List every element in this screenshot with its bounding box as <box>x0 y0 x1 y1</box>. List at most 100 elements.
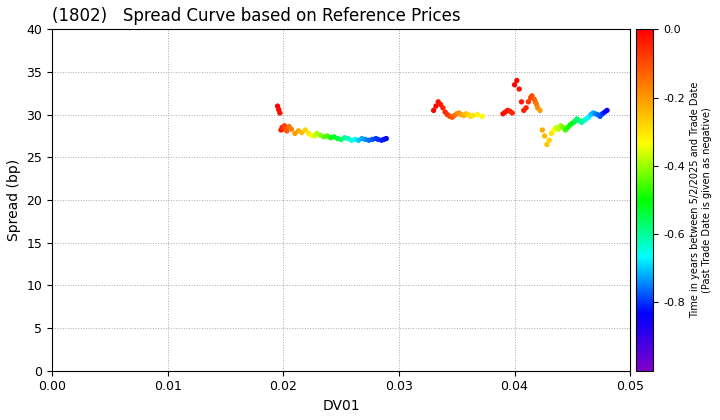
Point <box>467 112 479 119</box>
Point <box>544 137 555 144</box>
Point <box>576 119 588 126</box>
Point <box>534 107 546 114</box>
Point <box>437 105 449 111</box>
Point <box>339 134 351 141</box>
Point <box>546 130 557 137</box>
Point <box>284 123 295 130</box>
Point <box>311 130 323 137</box>
Point <box>332 135 343 142</box>
Point <box>315 132 326 139</box>
Point <box>292 128 304 134</box>
Point <box>430 103 441 110</box>
Point <box>271 103 283 110</box>
Point <box>360 136 372 143</box>
Point <box>366 136 378 143</box>
Point <box>557 124 569 131</box>
Point <box>435 101 446 108</box>
Point <box>548 127 559 134</box>
Point <box>500 109 511 116</box>
Point <box>574 117 585 124</box>
Point <box>597 110 608 117</box>
Point <box>571 116 582 122</box>
Point <box>376 137 387 144</box>
Point <box>502 107 513 114</box>
Point <box>509 81 521 88</box>
Point <box>458 112 469 119</box>
Point <box>444 113 456 120</box>
Point <box>504 108 516 115</box>
Point <box>328 134 340 140</box>
Point <box>580 116 592 122</box>
Point <box>325 134 336 141</box>
Point <box>518 107 529 114</box>
Point <box>433 98 444 105</box>
Point <box>322 133 333 139</box>
Point <box>353 137 364 144</box>
Point <box>273 106 284 113</box>
Point <box>594 113 606 120</box>
Point <box>578 117 590 124</box>
Point <box>286 126 297 133</box>
Point <box>530 98 541 105</box>
Point <box>439 109 451 116</box>
Point <box>380 135 392 142</box>
Point <box>590 110 601 117</box>
Point <box>300 127 311 134</box>
Point <box>428 107 439 114</box>
Point <box>567 120 578 126</box>
Point <box>511 77 523 84</box>
Point <box>569 118 580 125</box>
Point <box>532 105 544 111</box>
Point <box>559 127 571 134</box>
Point <box>523 98 534 105</box>
Point <box>555 122 567 129</box>
Point <box>442 111 454 118</box>
Point <box>305 132 317 139</box>
Point <box>462 111 474 118</box>
Point <box>465 113 477 120</box>
Point <box>449 112 460 119</box>
Point <box>477 113 488 120</box>
Point <box>296 129 307 136</box>
Point <box>454 110 465 116</box>
Point <box>309 133 320 139</box>
Text: (1802)   Spread Curve based on Reference Prices: (1802) Spread Curve based on Reference P… <box>52 7 461 25</box>
Point <box>599 109 611 116</box>
Point <box>588 110 599 116</box>
Point <box>564 121 576 128</box>
Point <box>516 98 527 105</box>
Point <box>592 111 603 118</box>
Point <box>521 105 532 111</box>
Point <box>370 135 382 142</box>
Point <box>280 125 292 132</box>
Y-axis label: Spread (bp): Spread (bp) <box>7 159 21 241</box>
Point <box>460 110 472 117</box>
Point <box>363 137 374 144</box>
Point <box>472 111 483 118</box>
Point <box>303 130 315 137</box>
Point <box>550 124 562 131</box>
Point <box>356 135 368 142</box>
Point <box>585 111 597 118</box>
Point <box>446 114 458 121</box>
Point <box>318 134 330 140</box>
Point <box>274 110 286 116</box>
Point <box>539 133 550 139</box>
Point <box>279 122 290 129</box>
Point <box>562 124 574 131</box>
Point <box>536 127 548 134</box>
Point <box>281 128 292 134</box>
Point <box>528 96 540 102</box>
Point <box>526 92 538 99</box>
Point <box>276 124 288 131</box>
Point <box>378 136 390 143</box>
Y-axis label: Time in years between 5/2/2025 and Trade Date
(Past Trade Date is given as negat: Time in years between 5/2/2025 and Trade… <box>690 82 712 318</box>
Point <box>506 110 518 116</box>
Point <box>541 141 553 148</box>
Point <box>349 136 361 143</box>
Point <box>346 137 357 144</box>
Point <box>525 94 536 101</box>
Point <box>601 107 613 114</box>
X-axis label: DV01: DV01 <box>323 399 360 413</box>
Point <box>275 127 287 134</box>
